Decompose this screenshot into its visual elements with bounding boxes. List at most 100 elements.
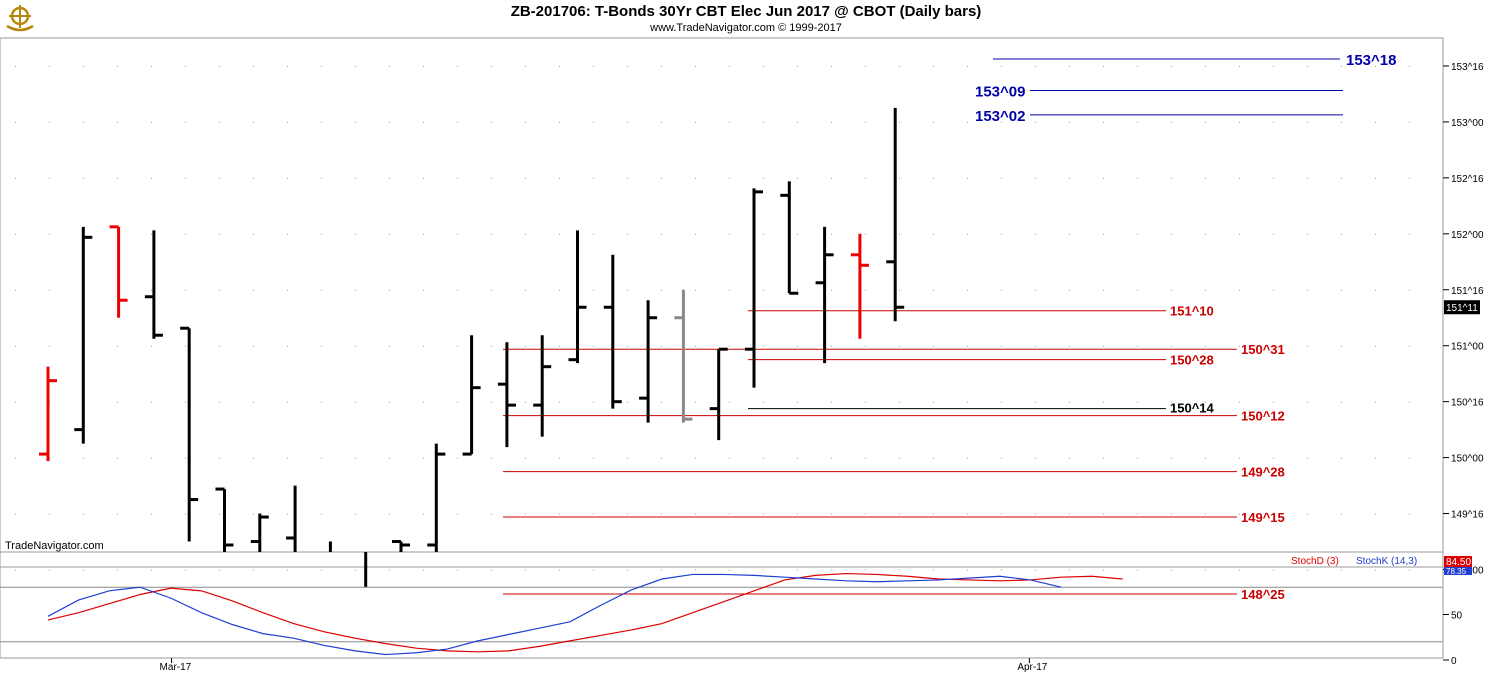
grid-dot <box>525 457 526 459</box>
ohlc-bar[interactable] <box>144 230 163 339</box>
grid-dot <box>389 345 390 347</box>
grid-dot <box>1375 65 1376 67</box>
grid-dot <box>185 457 186 459</box>
grid-dot <box>491 569 492 571</box>
price-level-label: 149^15 <box>1241 510 1285 525</box>
grid-dot <box>797 345 798 347</box>
grid-dot <box>287 401 288 403</box>
grid-dot <box>1239 289 1240 291</box>
grid-dot <box>219 513 220 515</box>
ohlc-bar[interactable] <box>886 107 905 322</box>
grid-dot <box>287 289 288 291</box>
grid-dot <box>1001 345 1002 347</box>
grid-dot <box>729 233 730 235</box>
grid-dot <box>49 121 50 123</box>
grid-dot <box>627 65 628 67</box>
ohlc-bar[interactable] <box>180 326 199 542</box>
ohlc-bar[interactable] <box>109 225 128 318</box>
grid-dot <box>1273 289 1274 291</box>
grid-dot <box>389 401 390 403</box>
grid-dot <box>117 401 118 403</box>
grid-dot <box>151 233 152 235</box>
ohlc-bar[interactable] <box>815 226 834 364</box>
grid-dot <box>1239 65 1240 67</box>
grid-dot <box>729 457 730 459</box>
stoch-y-tick-label: 0 <box>1451 656 1457 667</box>
grid-dot <box>185 289 186 291</box>
ohlc-bar[interactable] <box>533 335 552 437</box>
grid-dot <box>389 513 390 515</box>
grid-dot <box>1001 121 1002 123</box>
ohlc-bar[interactable] <box>639 300 658 423</box>
grid-dot <box>1239 345 1240 347</box>
grid-dot <box>1103 513 1104 515</box>
ohlc-bar[interactable] <box>568 230 587 364</box>
grid-dot <box>865 345 866 347</box>
ohlc-bar[interactable] <box>674 289 693 423</box>
grid-dot <box>1375 177 1376 179</box>
chart-title: ZB-201706: T-Bonds 30Yr CBT Elec Jun 201… <box>510 3 982 20</box>
grid-dot <box>1103 457 1104 459</box>
grid-dot <box>253 177 254 179</box>
grid-dot <box>559 177 560 179</box>
ohlc-bar[interactable] <box>427 443 446 552</box>
grid-dot <box>831 345 832 347</box>
grid-dot <box>661 177 662 179</box>
grid-dot <box>695 569 696 571</box>
grid-dot <box>1001 457 1002 459</box>
ohlc-bar[interactable] <box>392 540 410 552</box>
grid-dot <box>627 233 628 235</box>
grid-dot <box>321 289 322 291</box>
grid-dot <box>15 233 16 235</box>
grid-dot <box>933 457 934 459</box>
price-level-label: 153^18 <box>1346 52 1396 69</box>
grid-dot <box>695 233 696 235</box>
grid-dot <box>185 401 186 403</box>
grid-dot <box>1341 233 1342 235</box>
grid-dot <box>1375 121 1376 123</box>
grid-dot <box>1035 457 1036 459</box>
grid-dot <box>1171 289 1172 291</box>
grid-dot <box>219 345 220 347</box>
grid-dot <box>1069 177 1070 179</box>
grid-dot <box>1171 65 1172 67</box>
grid-dot <box>219 65 220 67</box>
grid-dot <box>1137 65 1138 67</box>
grid-dot <box>1341 401 1342 403</box>
ohlc-bar[interactable] <box>745 188 763 388</box>
grid-dot <box>491 65 492 67</box>
grid-dot <box>831 457 832 459</box>
ohlc-bar[interactable] <box>462 335 481 456</box>
grid-dot <box>1239 457 1240 459</box>
grid-dot <box>831 233 832 235</box>
ohlc-bar[interactable] <box>215 487 234 552</box>
ohlc-bar[interactable] <box>286 485 297 552</box>
grid-dot <box>1239 233 1240 235</box>
grid-dot <box>1409 177 1410 179</box>
grid-dot <box>219 457 220 459</box>
grid-dot <box>1307 513 1308 515</box>
ohlc-bar[interactable] <box>603 254 622 409</box>
ohlc-bar[interactable] <box>74 226 93 444</box>
grid-dot <box>559 65 560 67</box>
grid-dot <box>1375 233 1376 235</box>
grid-dot <box>831 569 832 571</box>
grid-dot <box>1001 513 1002 515</box>
grid-dot <box>763 345 764 347</box>
grid-dot <box>593 177 594 179</box>
grid-dot <box>1239 513 1240 515</box>
ohlc-bar[interactable] <box>709 347 728 441</box>
grid-dot <box>491 177 492 179</box>
ohlc-bar[interactable] <box>497 342 516 448</box>
price-level-label: 150^12 <box>1241 409 1285 424</box>
ohlc-bar[interactable] <box>850 233 869 339</box>
x-tick-label: Mar-17 <box>160 662 192 673</box>
grid-dot <box>967 569 968 571</box>
grid-dot <box>525 569 526 571</box>
grid-dot <box>865 569 866 571</box>
ohlc-bar[interactable] <box>780 181 799 295</box>
grid-dot <box>1273 177 1274 179</box>
ohlc-bar[interactable] <box>39 366 57 462</box>
ohlc-bar[interactable] <box>250 513 269 552</box>
